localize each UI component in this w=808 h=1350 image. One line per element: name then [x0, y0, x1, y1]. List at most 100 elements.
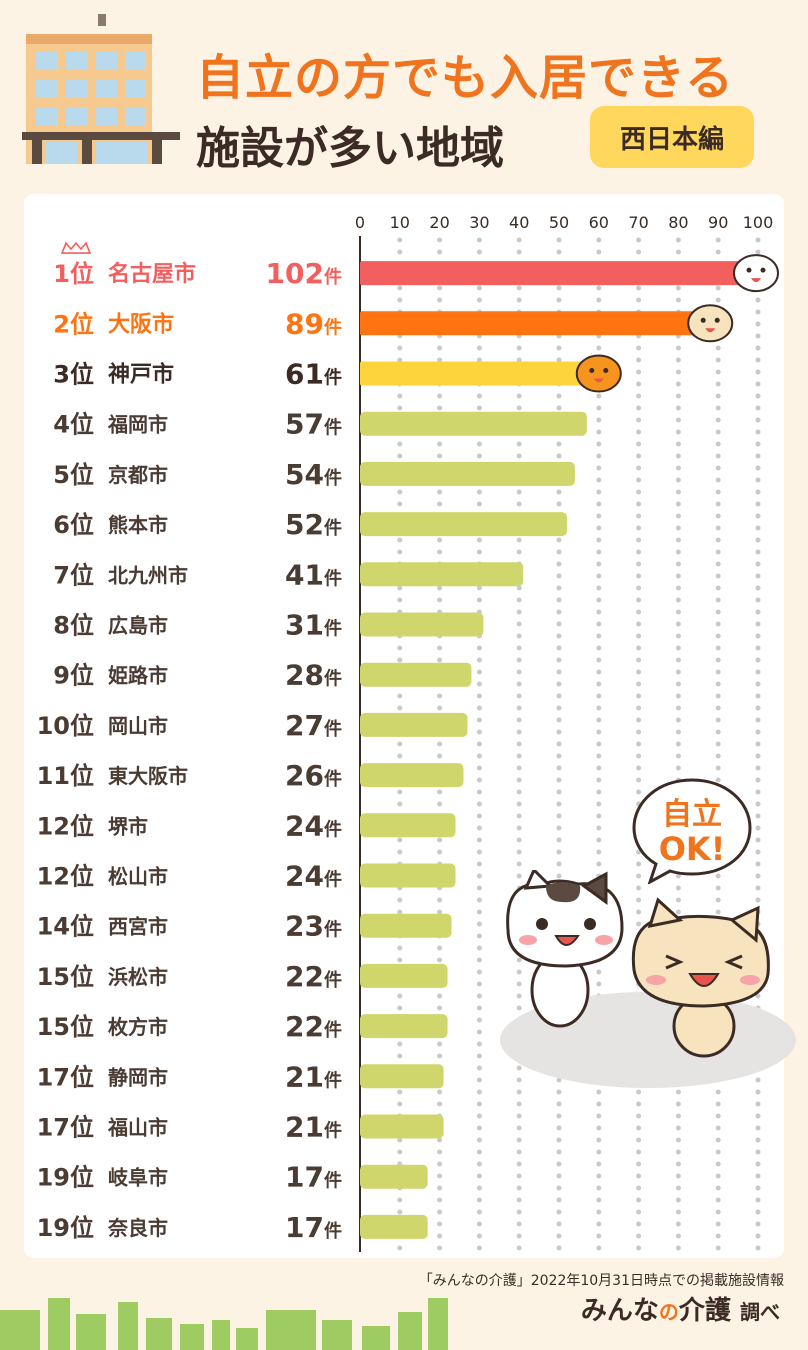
- brand-part-no: の: [658, 1300, 679, 1324]
- bubble-line1: 自立: [662, 797, 722, 832]
- bar: [360, 411, 587, 436]
- rank-label: 9位: [53, 662, 94, 690]
- bar: [360, 1064, 444, 1089]
- bar: [360, 863, 456, 888]
- value-label: 24件: [285, 860, 342, 893]
- x-tick-label: 70: [628, 213, 648, 232]
- bar: [360, 612, 484, 637]
- speech-bubble: 自立 OK!: [632, 778, 752, 884]
- cat-face-icon: [687, 304, 734, 343]
- city-label: 熊本市: [108, 513, 168, 537]
- x-tick-label: 10: [390, 213, 410, 232]
- tangerine-mascot-icon: [575, 354, 622, 393]
- mascot-mouth: [751, 278, 761, 283]
- x-tick-label: 0: [355, 213, 365, 232]
- bar: [360, 512, 567, 537]
- mascot-eye: [746, 267, 752, 273]
- bar: [360, 261, 766, 286]
- city-skyline-icon: [0, 1298, 448, 1350]
- tabby-cat-icon: [631, 897, 770, 1058]
- value-label: 52件: [285, 508, 342, 541]
- value-label: 26件: [285, 759, 342, 792]
- city-label: 神戸市: [108, 362, 174, 388]
- rank-label: 1位: [53, 260, 94, 288]
- city-label: 名古屋市: [108, 261, 196, 287]
- value-label: 31件: [285, 609, 342, 642]
- bar: [360, 562, 524, 587]
- x-tick-label: 30: [469, 213, 489, 232]
- city-label: 福岡市: [107, 413, 168, 437]
- city-label: 広島市: [108, 614, 168, 638]
- city-label: 静岡市: [108, 1065, 168, 1089]
- cat-face-icon: [733, 254, 779, 293]
- bar: [360, 1214, 428, 1239]
- city-label: 大阪市: [108, 311, 174, 337]
- mascot-mouth: [705, 328, 716, 333]
- source-note: 「みんなの介護」2022年10月31日時点での掲載施設情報: [418, 1273, 784, 1289]
- bar-chart: 0 10 20 30 40 50 60 70 80 90 100 1位 名古屋市 102件 2位 大阪市 89件…: [37, 213, 779, 1255]
- rank-label: 14位: [37, 913, 94, 941]
- rank-label: 10位: [37, 712, 94, 740]
- calico-cat-icon: [506, 870, 624, 1028]
- rank-label: 12位: [37, 812, 94, 840]
- city-label: 奈良市: [107, 1216, 168, 1240]
- bar: [360, 763, 464, 788]
- x-tick-label: 60: [589, 213, 609, 232]
- mascot-eye: [760, 267, 766, 273]
- rank-label: 7位: [53, 561, 94, 589]
- cats-illustration: [500, 870, 796, 1088]
- value-label: 22件: [285, 960, 342, 993]
- city-label: 浜松市: [108, 965, 168, 989]
- value-label: 21件: [285, 1111, 342, 1144]
- value-label: 27件: [285, 709, 342, 742]
- x-tick-label: 90: [708, 213, 728, 232]
- city-label: 京都市: [108, 463, 168, 487]
- value-label: 22件: [285, 1010, 342, 1043]
- value-label: 28件: [285, 659, 342, 692]
- x-tick-label: 50: [549, 213, 569, 232]
- value-label: 54件: [285, 458, 342, 491]
- bubble-line2: OK!: [659, 830, 726, 868]
- building-icon: [22, 14, 180, 164]
- rank-label: 11位: [37, 762, 94, 790]
- value-label: 24件: [285, 809, 342, 842]
- x-tick-label: 80: [668, 213, 688, 232]
- bar: [360, 662, 472, 687]
- value-label: 57件: [285, 408, 342, 441]
- bar: [360, 1114, 444, 1139]
- mascot-eye: [589, 368, 595, 373]
- mascot-eye: [700, 317, 706, 323]
- rank-label: 8位: [53, 612, 94, 640]
- region-badge: 西日本編: [590, 106, 754, 168]
- value-label: 89件: [285, 307, 342, 340]
- title-line2: 施設が多い地域: [196, 123, 504, 174]
- city-label: 松山市: [108, 865, 168, 889]
- header: 自立の方でも入居できる 施設が多い地域 西日本編: [0, 0, 808, 190]
- value-label: 23件: [285, 910, 342, 943]
- bar: [360, 813, 456, 838]
- x-tick-label: 20: [429, 213, 449, 232]
- mascot-mouth: [593, 378, 604, 383]
- city-label: 岐阜市: [108, 1166, 168, 1190]
- rank-label: 17位: [37, 1063, 94, 1091]
- rank-label: 5位: [53, 461, 94, 489]
- title-line1: 自立の方でも入居できる: [196, 50, 735, 106]
- city-label: 福山市: [107, 1116, 168, 1140]
- brand-part-a: みんな: [580, 1296, 659, 1326]
- bar: [360, 311, 715, 336]
- bar: [360, 913, 452, 938]
- bar: [360, 712, 468, 737]
- rank-label: 15位: [37, 1013, 94, 1041]
- value-label: 17件: [285, 1161, 342, 1194]
- bar: [360, 361, 603, 386]
- value-label: 61件: [285, 358, 342, 391]
- city-label: 姫路市: [108, 664, 168, 688]
- city-label: 岡山市: [108, 714, 168, 738]
- rank-label: 3位: [53, 361, 94, 389]
- chart-panel: 0 10 20 30 40 50 60 70 80 90 100 1位 名古屋市 102件 2位 大阪市 89件…: [24, 194, 784, 1258]
- city-label: 北九州市: [108, 563, 188, 587]
- city-label: 東大阪市: [108, 764, 188, 788]
- brand-part-c: 調べ: [740, 1300, 780, 1324]
- rank-label: 12位: [37, 863, 94, 891]
- bar: [360, 1014, 448, 1039]
